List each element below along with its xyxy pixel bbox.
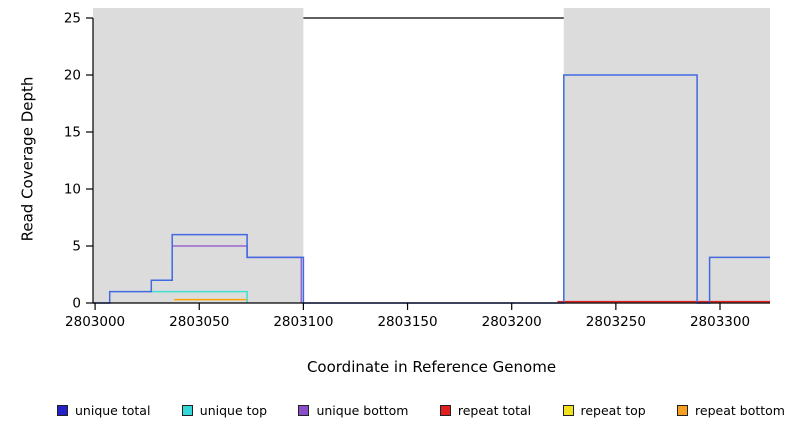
x-tick-label: 2803000: [65, 314, 125, 330]
y-tick-label: 20: [64, 68, 81, 84]
legend-swatch: [298, 404, 310, 416]
legend: unique total unique top unique bottom repea…: [57, 398, 785, 422]
legend-item: unique bottom: [298, 402, 409, 418]
legend-swatch: [181, 404, 193, 416]
legend-swatch: [439, 404, 451, 416]
x-tick-label: 2803150: [377, 314, 437, 330]
legend-label: unique top: [199, 402, 268, 418]
legend-label: unique bottom: [316, 402, 409, 418]
x-tick-label: 2803300: [690, 314, 750, 330]
legend-label: repeat top: [580, 402, 646, 418]
legend-label: repeat total: [457, 402, 532, 418]
shaded-region: [93, 8, 304, 303]
y-tick-label: 5: [72, 239, 81, 255]
y-tick-label: 0: [72, 296, 81, 312]
series-line-unique-top: [151, 290, 248, 303]
shaded-region: [563, 8, 770, 303]
y-tick-label: 15: [64, 125, 81, 141]
legend-swatch: [677, 404, 689, 416]
x-tick-label: 2803050: [169, 314, 229, 330]
x-tick-label: 2803250: [586, 314, 646, 330]
x-axis-title: Coordinate in Reference Genome: [306, 358, 557, 376]
legend-swatch: [57, 404, 68, 416]
y-tick-label: 25: [64, 11, 81, 27]
legend-label: unique total: [75, 402, 151, 418]
legend-label: repeat bottom: [695, 402, 785, 418]
y-axis-title: Read Coverage Depth: [18, 76, 37, 242]
legend-item: unique top: [181, 402, 268, 418]
legend-swatch: [562, 404, 574, 416]
legend-item: repeat total: [439, 402, 532, 418]
coverage-chart-plot: 0 5 10 15 20 25 2803000 2803050 2803100 2803150 28…: [64, 8, 770, 330]
legend-item: repeat bottom: [677, 403, 785, 418]
legend-item: repeat top: [562, 402, 646, 418]
x-tick-label: 2803200: [482, 314, 542, 330]
x-tick-label: 2803100: [273, 314, 333, 330]
legend-item: unique total: [57, 403, 150, 418]
y-tick-label: 10: [64, 182, 81, 198]
